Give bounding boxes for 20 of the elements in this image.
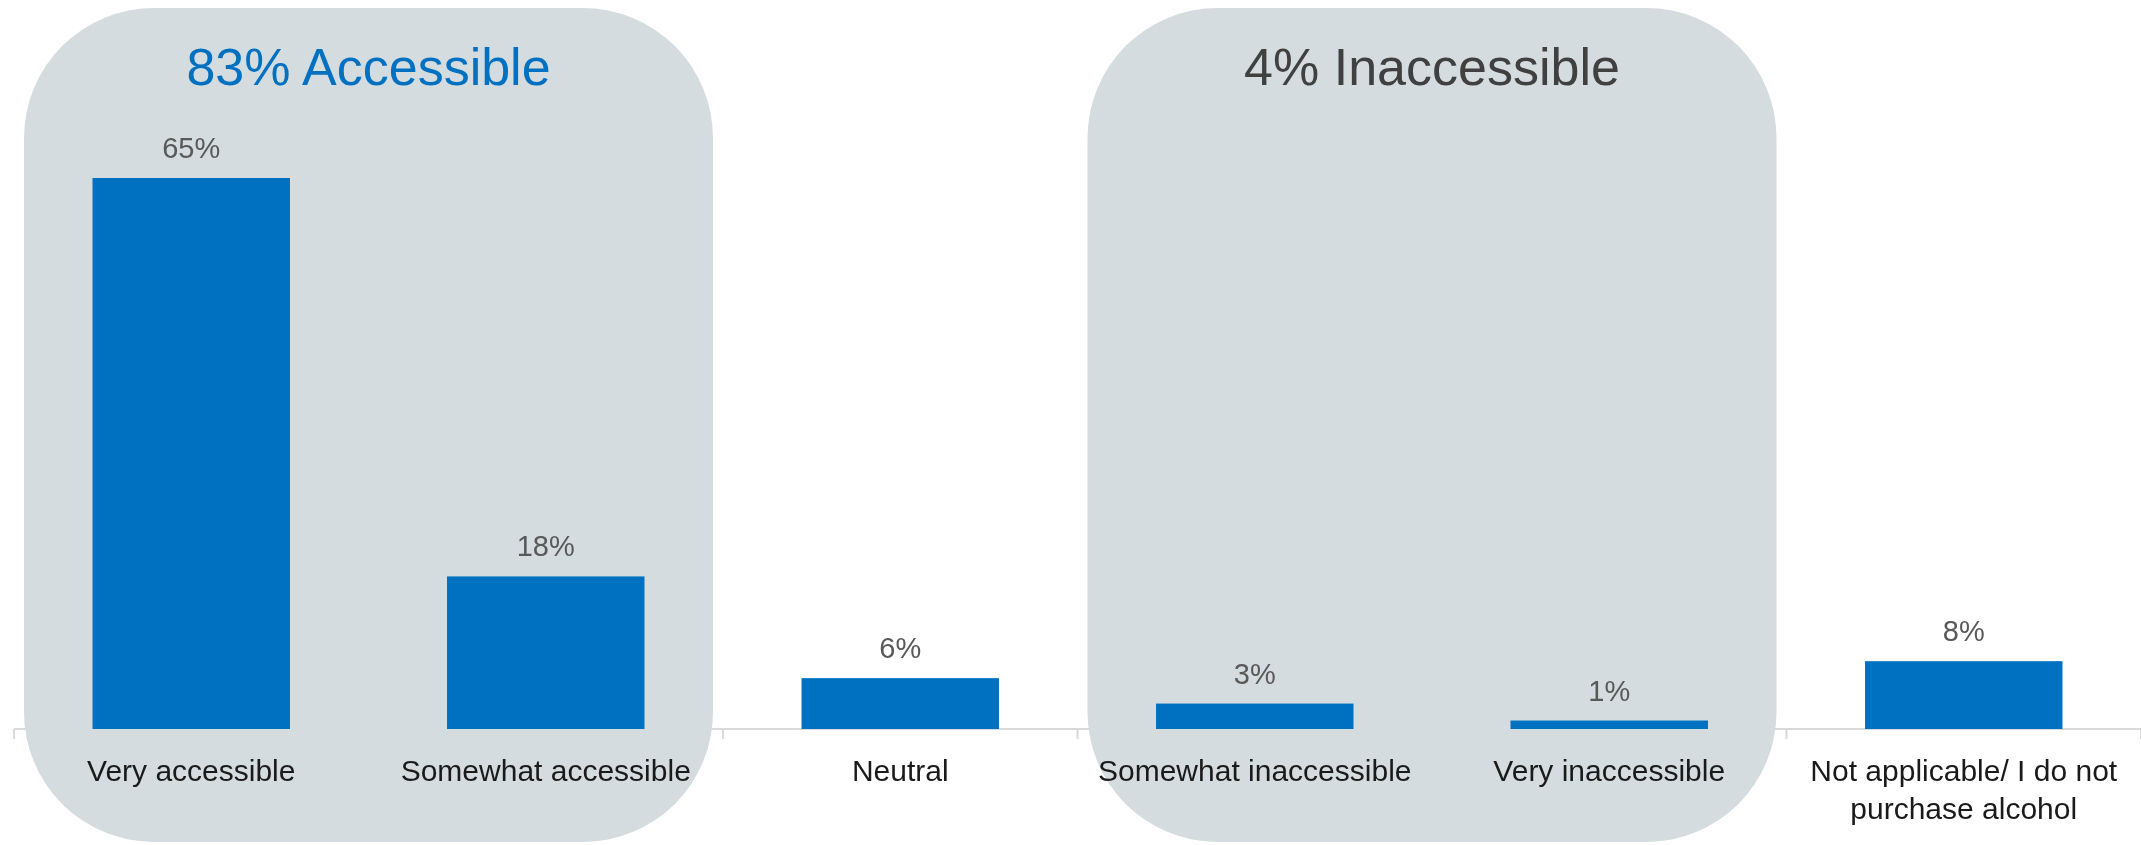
band-label: 4% Inaccessible <box>1244 38 1620 96</box>
bar <box>1865 661 2063 729</box>
x-tick-label: Not applicable/ I do not purchase alcohol <box>1810 754 2118 825</box>
x-tick-label: Very accessible <box>87 754 296 787</box>
x-tick-label: Somewhat inaccessible <box>1098 754 1412 787</box>
data-label: 6% <box>879 632 922 665</box>
bar <box>92 178 290 729</box>
bar <box>801 678 999 729</box>
data-label: 65% <box>162 132 221 164</box>
data-label: 1% <box>1588 674 1631 707</box>
x-tick-label: Somewhat accessible <box>400 754 691 787</box>
x-tick-label: Very inaccessible <box>1493 754 1726 787</box>
data-label: 3% <box>1233 657 1276 690</box>
x-tick-label: Neutral <box>851 754 949 787</box>
data-label: 8% <box>1942 615 1985 648</box>
data-label: 18% <box>516 530 575 563</box>
bar <box>1510 720 1708 729</box>
bar <box>447 576 645 729</box>
band-label: 83% Accessible <box>186 38 551 96</box>
bar <box>1156 703 1354 729</box>
